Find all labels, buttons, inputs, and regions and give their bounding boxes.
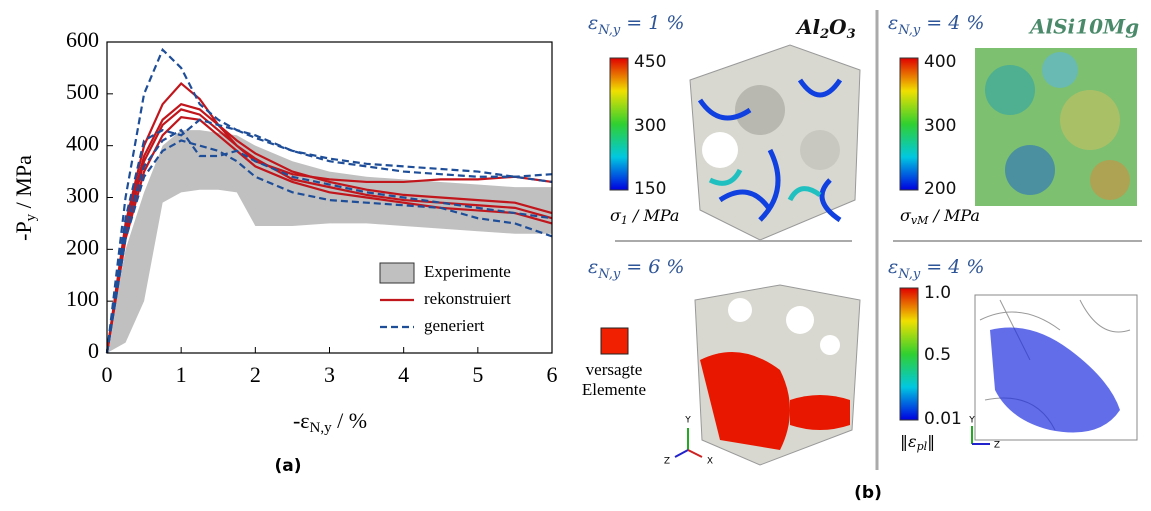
x-tick-label: 2 (250, 362, 261, 387)
series-line (105, 102, 553, 354)
colorbar (899, 57, 919, 191)
x-tick-label: 1 (176, 362, 187, 387)
y-tick-label: 500 (66, 79, 99, 104)
colorbar-tick: 450 (634, 52, 666, 72)
strain-value: = 6 % (620, 256, 684, 278)
cb-label-rest: / MPa (928, 206, 980, 225)
material-label: Al2O3 (795, 15, 856, 42)
y-label-main: -P (11, 221, 36, 241)
axis-label: Y (684, 416, 691, 426)
colorbar (609, 57, 629, 191)
colorbar-label: σvM / MPa (900, 206, 980, 228)
panel-label: (a) (274, 456, 301, 476)
failed-legend-box (600, 327, 629, 355)
colorbar-tick: 200 (924, 179, 956, 199)
x-label-main: -ε (293, 408, 310, 433)
cb-label-sub: vM (911, 214, 929, 227)
x-tick-label: 5 (472, 362, 483, 387)
y-tick-label: 200 (66, 234, 99, 259)
series-line (105, 118, 553, 354)
strain-value: = 1 % (620, 12, 684, 34)
colorbar-tick: 300 (924, 116, 956, 136)
y-tick-label: 0 (88, 338, 99, 363)
legend-label: generiert (424, 316, 485, 335)
series-line (105, 139, 553, 354)
x-tick-label: 3 (324, 362, 335, 387)
axis-label: X (707, 457, 713, 467)
panel-label: (b) (854, 483, 882, 503)
strain-label: εN,y = 1 % (588, 12, 684, 38)
colorbar-tick: 150 (634, 179, 666, 199)
colorbar-label: ‖εpl‖ (900, 432, 935, 454)
strain-label: εN,y = 6 % (588, 256, 684, 282)
failed-legend-text: Elemente (582, 380, 646, 399)
y-axis-label: -Py / MPa (11, 155, 39, 241)
strain-symbol: ε (888, 12, 898, 34)
cb-label-sub: pl (917, 440, 928, 453)
series-line (105, 47, 553, 354)
cb-label-sub: 1 (621, 214, 628, 227)
y-label-rest: / MPa (11, 155, 36, 214)
cb-label-rest: / MPa (628, 206, 680, 225)
axis-label: Z (994, 441, 1000, 451)
legend-label: rekonstruiert (424, 289, 511, 308)
strain-label: εN,y = 4 % (888, 256, 984, 282)
x-tick-label: 4 (398, 362, 409, 387)
series-line (105, 128, 553, 354)
strain-label: εN,y = 4 % (888, 12, 984, 38)
x-axis-label: -εN,y / % (293, 408, 367, 436)
axis-triad (674, 428, 703, 458)
cb-label-main: σ (900, 206, 912, 225)
material-label: AlSi10Mg (1028, 15, 1139, 39)
material-part: Al (795, 15, 821, 39)
x-tick-label: 0 (102, 362, 113, 387)
axis-label: Y (968, 416, 975, 426)
experiment-band (107, 130, 552, 353)
cb-label-rest: ‖ (927, 432, 935, 451)
plastic-strain-image (974, 294, 1138, 441)
strain-symbol: ε (588, 256, 598, 278)
stress-image (975, 48, 1137, 206)
material-part: 2 (819, 27, 829, 42)
strain-sub: N,y (897, 23, 921, 38)
strain-symbol: ε (588, 12, 598, 34)
legend-label: Experimente (424, 262, 511, 281)
foam-image (689, 44, 861, 241)
axis-triad (971, 426, 990, 445)
strain-value: = 4 % (920, 12, 984, 34)
strain-sub: N,y (897, 267, 921, 282)
colorbar-tick: 1.0 (924, 283, 951, 303)
y-label-sub: y (23, 213, 39, 221)
strain-value: = 4 % (920, 256, 984, 278)
axis-label: Z (664, 457, 670, 467)
strain-symbol: ε (888, 256, 898, 278)
failure-image (694, 284, 861, 466)
strain-sub: N,y (597, 23, 621, 38)
failed-legend-text: versagte (586, 360, 643, 379)
x-tick-label: 6 (547, 362, 558, 387)
y-tick-label: 600 (66, 27, 99, 52)
colorbar-tick: 400 (924, 52, 956, 72)
cb-label-main: σ (610, 206, 622, 225)
x-label-rest: / % (332, 408, 367, 433)
series-line (105, 108, 553, 354)
colorbar-tick: 0.5 (924, 345, 951, 365)
y-tick-label: 300 (66, 183, 99, 208)
strain-sub: N,y (597, 267, 621, 282)
cb-label-main: ‖ε (900, 432, 917, 451)
x-label-sub: N,y (310, 420, 333, 436)
legend-swatch (379, 262, 415, 284)
colorbar-label: σ1 / MPa (610, 206, 679, 228)
colorbar-tick: 300 (634, 116, 666, 136)
y-tick-label: 400 (66, 131, 99, 156)
material-part: 3 (847, 27, 856, 42)
material-part: O (829, 15, 847, 39)
colorbar (899, 287, 919, 421)
colorbar-tick: 0.01 (924, 409, 962, 429)
y-tick-label: 100 (66, 286, 99, 311)
